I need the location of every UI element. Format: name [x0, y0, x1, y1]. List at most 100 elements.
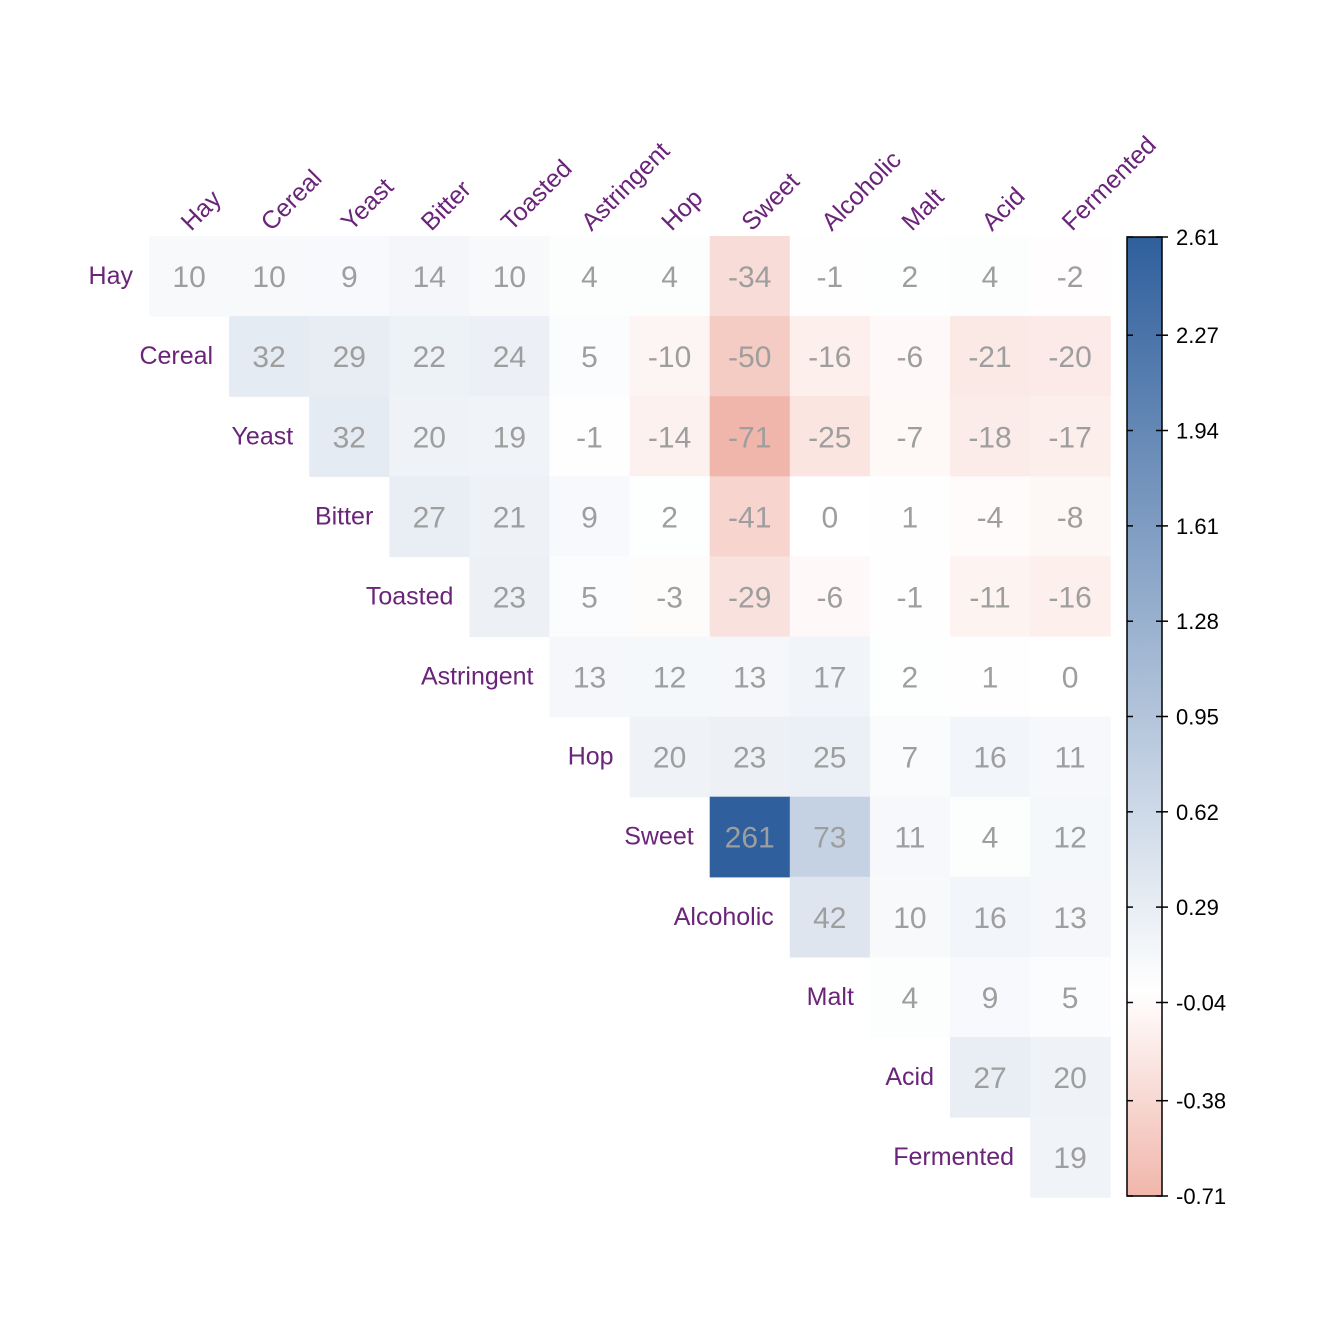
heatmap-cell-hay-astringent: [549, 236, 631, 317]
heatmap-cell-toasted-acid: [950, 556, 1031, 638]
cell-value-cereal-alcoholic: -16: [808, 341, 851, 374]
heatmap-cell-yeast-hop: [629, 396, 711, 477]
heatmap-cell-cereal-toasted: [469, 316, 551, 397]
row-label-astringent: Astringent: [421, 663, 534, 691]
column-label-bitter: Bitter: [416, 175, 477, 236]
heatmap-cell-hop-sweet: [709, 716, 791, 798]
column-label-hay: Hay: [176, 185, 228, 237]
cell-value-alcoholic-malt: 10: [893, 902, 926, 935]
heatmap-cell-sweet-alcoholic: [789, 796, 871, 878]
heatmap-cell-malt-fermented: [1030, 956, 1111, 1038]
heatmap-cell-cereal-alcoholic: [789, 316, 871, 397]
cell-value-hay-astringent: 4: [581, 261, 598, 294]
heatmap-cell-yeast-yeast: [309, 396, 390, 477]
heatmap-cell-bitter-bitter: [389, 476, 470, 557]
cell-value-yeast-yeast: 32: [333, 421, 366, 454]
cell-value-alcoholic-alcoholic: 42: [813, 902, 846, 935]
colorbar-tick-label: 1.61: [1176, 514, 1219, 539]
heatmap-cell-toasted-alcoholic: [789, 556, 871, 638]
row-label-alcoholic: Alcoholic: [674, 903, 774, 931]
cell-value-toasted-acid: -11: [969, 581, 1010, 614]
cell-value-astringent-sweet: 13: [733, 662, 766, 695]
colorbar-tick-label: -0.38: [1176, 1089, 1226, 1114]
heatmap-cell-yeast-acid: [950, 396, 1031, 477]
heatmap-cell-bitter-alcoholic: [789, 476, 871, 557]
row-label-hop: Hop: [568, 743, 614, 771]
colorbar-tick-label: 2.61: [1176, 225, 1219, 250]
heatmap-cell-yeast-toasted: [469, 396, 551, 477]
heatmap-cell-bitter-fermented: [1030, 476, 1111, 557]
cell-value-toasted-hop: -3: [656, 581, 683, 614]
heatmap-cell-toasted-astringent: [549, 556, 631, 638]
column-label-yeast: Yeast: [336, 173, 399, 236]
colorbar-tick-label: 2.27: [1176, 323, 1219, 348]
cell-value-hay-fermented: -2: [1057, 261, 1084, 294]
heatmap-cell-bitter-hop: [629, 476, 711, 557]
cell-value-hop-hop: 20: [653, 742, 686, 775]
cell-value-astringent-acid: 1: [982, 662, 999, 695]
heatmap-cell-hop-malt: [869, 716, 951, 798]
heatmap-cell-bitter-malt: [869, 476, 951, 557]
heatmap-cell-yeast-alcoholic: [789, 396, 871, 477]
heatmap-cell-yeast-bitter: [389, 396, 470, 477]
cell-value-sweet-fermented: 12: [1053, 822, 1086, 855]
heatmap-cell-hop-alcoholic: [789, 716, 871, 798]
cell-value-bitter-hop: 2: [661, 501, 678, 534]
heatmap-cell-malt-malt: [869, 956, 951, 1038]
column-label-toasted: Toasted: [496, 155, 578, 237]
heatmap-cell-acid-acid: [950, 1037, 1031, 1118]
heatmap-cell-alcoholic-malt: [869, 876, 951, 958]
cell-value-yeast-fermented: -17: [1048, 421, 1091, 454]
row-label-sweet: Sweet: [624, 823, 694, 851]
cell-value-toasted-alcoholic: -6: [816, 581, 843, 614]
colorbar: 2.61 2.27 1.94 1.61 1.28 0.95 0.62 0.29 -0.04 -0.…: [1126, 225, 1226, 1209]
colorbar-tick-label: 0.62: [1176, 800, 1219, 825]
cell-value-hay-hop: 4: [661, 261, 678, 294]
cell-value-acid-fermented: 20: [1053, 1062, 1086, 1095]
row-label-fermented: Fermented: [893, 1143, 1014, 1171]
heatmap-cell-toasted-hop: [629, 556, 711, 638]
cell-value-cereal-bitter: 22: [413, 341, 446, 374]
cell-value-astringent-hop: 12: [653, 662, 686, 695]
colorbar-tick-label: -0.71: [1176, 1184, 1226, 1209]
heatmap-cells: [149, 236, 1111, 1198]
heatmap-cell-alcoholic-alcoholic: [789, 876, 871, 958]
heatmap-cell-toasted-malt: [869, 556, 951, 638]
cell-value-yeast-sweet: -71: [728, 421, 771, 454]
column-label-malt: Malt: [896, 183, 949, 236]
heatmap-cell-fermented-fermented: [1030, 1117, 1111, 1198]
cell-value-fermented-fermented: 19: [1053, 1142, 1086, 1175]
column-labels: Hay Cereal Yeast Bitter ToastedAstringentHop…: [176, 131, 1162, 236]
cell-value-hop-malt: 7: [902, 742, 919, 775]
row-labels: Hay Cereal Yeast Bitter Toasted Astringent Hop…: [89, 262, 1015, 1171]
row-label-hay: Hay: [89, 262, 134, 290]
row-label-cereal: Cereal: [139, 342, 213, 370]
row-label-bitter: Bitter: [315, 502, 373, 530]
cell-value-bitter-toasted: 21: [493, 501, 526, 534]
row-label-acid: Acid: [885, 1063, 934, 1091]
colorbar-tick-label: 0.95: [1176, 705, 1219, 730]
cell-value-cereal-fermented: -20: [1048, 341, 1091, 374]
heatmap-cell-hop-acid: [950, 716, 1031, 798]
cell-value-malt-fermented: 5: [1062, 982, 1079, 1015]
heatmap-cell-cereal-bitter: [389, 316, 470, 397]
cell-value-hay-bitter: 14: [413, 261, 446, 294]
cell-value-yeast-alcoholic: -25: [808, 421, 851, 454]
cell-value-bitter-sweet: -41: [728, 501, 771, 534]
row-label-yeast: Yeast: [232, 422, 294, 450]
cell-value-bitter-acid: -4: [977, 501, 1004, 534]
heatmap-cell-values: 10 10 9 14 10 4 4 -34 -1 2 4 -232 29 22 24 5 -10 -50 -16 -6…: [172, 261, 1091, 1175]
cell-value-toasted-malt: -1: [897, 581, 924, 614]
cell-value-sweet-sweet: 261: [725, 822, 775, 855]
heatmap-cell-hay-alcoholic: [789, 236, 871, 317]
cell-value-yeast-toasted: 19: [493, 421, 526, 454]
heatmap-cell-malt-acid: [950, 956, 1031, 1038]
heatmap-cell-yeast-fermented: [1030, 396, 1111, 477]
cell-value-bitter-malt: 1: [902, 501, 919, 534]
cell-value-hop-sweet: 23: [733, 742, 766, 775]
cell-value-yeast-bitter: 20: [413, 421, 446, 454]
heatmap-cell-cereal-hop: [629, 316, 711, 397]
heatmap-cell-acid-fermented: [1030, 1037, 1111, 1118]
